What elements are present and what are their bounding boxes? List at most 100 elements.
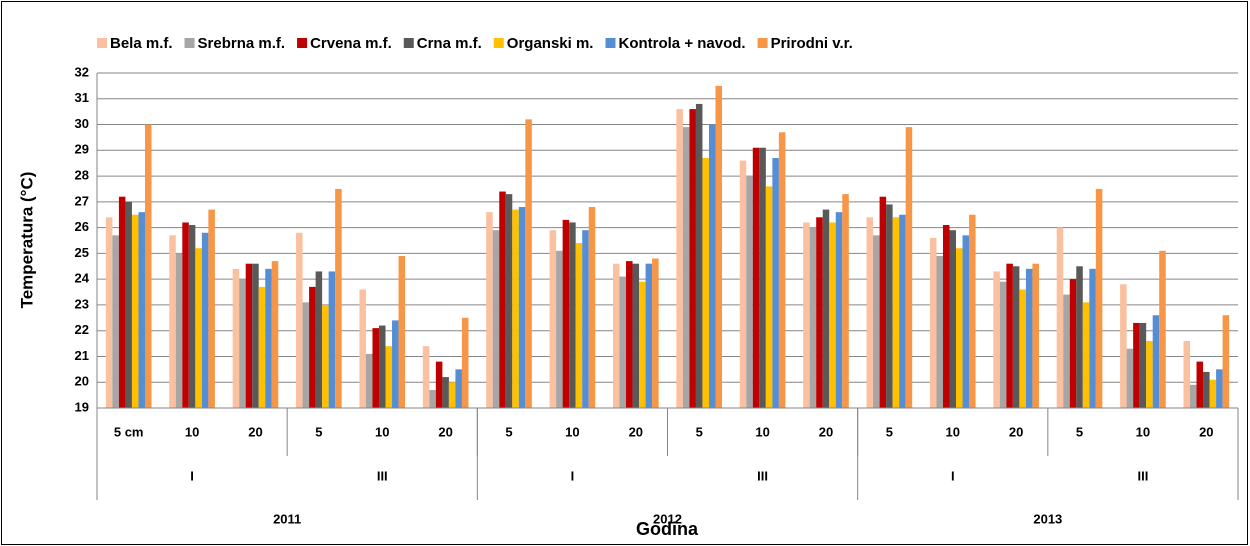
bar [1063,294,1070,408]
bar [645,263,653,408]
bar [505,194,513,408]
bar [265,268,272,408]
bar [1146,341,1153,408]
y-tick-label: 32 [75,64,89,79]
bar [138,212,145,408]
x-tick-label: 20 [819,424,833,439]
bar [588,207,596,408]
bar [1089,268,1096,408]
bar [886,204,893,408]
bar [715,85,723,408]
bar [842,194,849,408]
bar [525,119,532,408]
bar [372,328,379,408]
bar [702,158,709,408]
bar [201,232,209,408]
bar [752,147,760,408]
bar [442,377,449,408]
bar [873,235,880,408]
x-tick-label: 20 [1009,424,1023,439]
bar [328,271,336,408]
bar [942,225,950,408]
x-tick-label: 5 cm [114,424,144,439]
x-tick-label: 10 [375,424,389,439]
bar [385,346,393,408]
bar [252,263,259,408]
bar [169,235,176,408]
bar [1159,250,1166,408]
bar [492,230,500,408]
y-tick-label: 23 [75,296,89,311]
bar [962,235,970,408]
bar [245,263,253,408]
bar [422,346,430,408]
bar [378,325,386,408]
bar [582,230,589,408]
bar [739,160,747,408]
bar [309,286,316,408]
bar [866,217,874,408]
bar [296,232,303,408]
y-tick-label: 31 [75,90,89,105]
bar [1056,227,1064,408]
bar [1025,268,1033,408]
legend-label: Crna m.f. [417,35,482,52]
bar [448,382,456,408]
bar [575,243,583,408]
bar [486,212,493,408]
bar [835,212,843,408]
x-tick-label: 5 [315,424,322,439]
bar [612,263,620,408]
bar [1012,266,1020,408]
bar [822,209,830,408]
bar [258,286,266,408]
bar [1133,322,1140,408]
x-tick-label: 20 [1199,424,1213,439]
bar [302,302,310,408]
bar [899,214,906,408]
bar [359,289,366,408]
x-tick-label: 10 [946,424,960,439]
bar [455,369,462,408]
bar [689,109,696,409]
bar [131,214,139,408]
y-tick-label: 24 [75,271,90,286]
bar [112,235,119,408]
bar [816,217,823,408]
bar [271,261,279,408]
bar [1196,361,1204,408]
bar [195,248,202,408]
x-group-label: 2013 [1033,511,1062,526]
bar [746,176,753,408]
bar [461,317,469,408]
y-tick-label: 20 [75,374,89,389]
bar [936,255,943,408]
x-tick-label: 5 [886,424,893,439]
x-group-label: III [1137,468,1148,483]
legend-swatch [403,38,414,48]
bar [626,261,633,408]
bar [879,196,887,408]
y-tick-label: 19 [75,399,89,414]
legend-label: Kontrola + navod. [618,35,745,52]
bar [175,253,183,408]
x-group-label: I [190,468,194,483]
bar [1209,379,1217,408]
bar [1152,315,1160,408]
legend-label: Srebrna m.f. [198,35,286,52]
x-group-label: I [571,468,575,483]
bar [1120,284,1127,408]
bar [208,209,215,408]
x-tick-label: 20 [629,424,643,439]
y-tick-label: 26 [75,219,89,234]
bar [892,217,900,408]
bar [322,304,329,408]
x-tick-label: 10 [565,424,579,439]
legend-label: Prirodni v.r. [771,35,853,52]
bar [549,230,557,408]
bar [569,222,576,408]
legend-label: Organski m. [507,35,594,52]
legend-label: Crvena m.f. [310,35,392,52]
bar [999,281,1007,408]
